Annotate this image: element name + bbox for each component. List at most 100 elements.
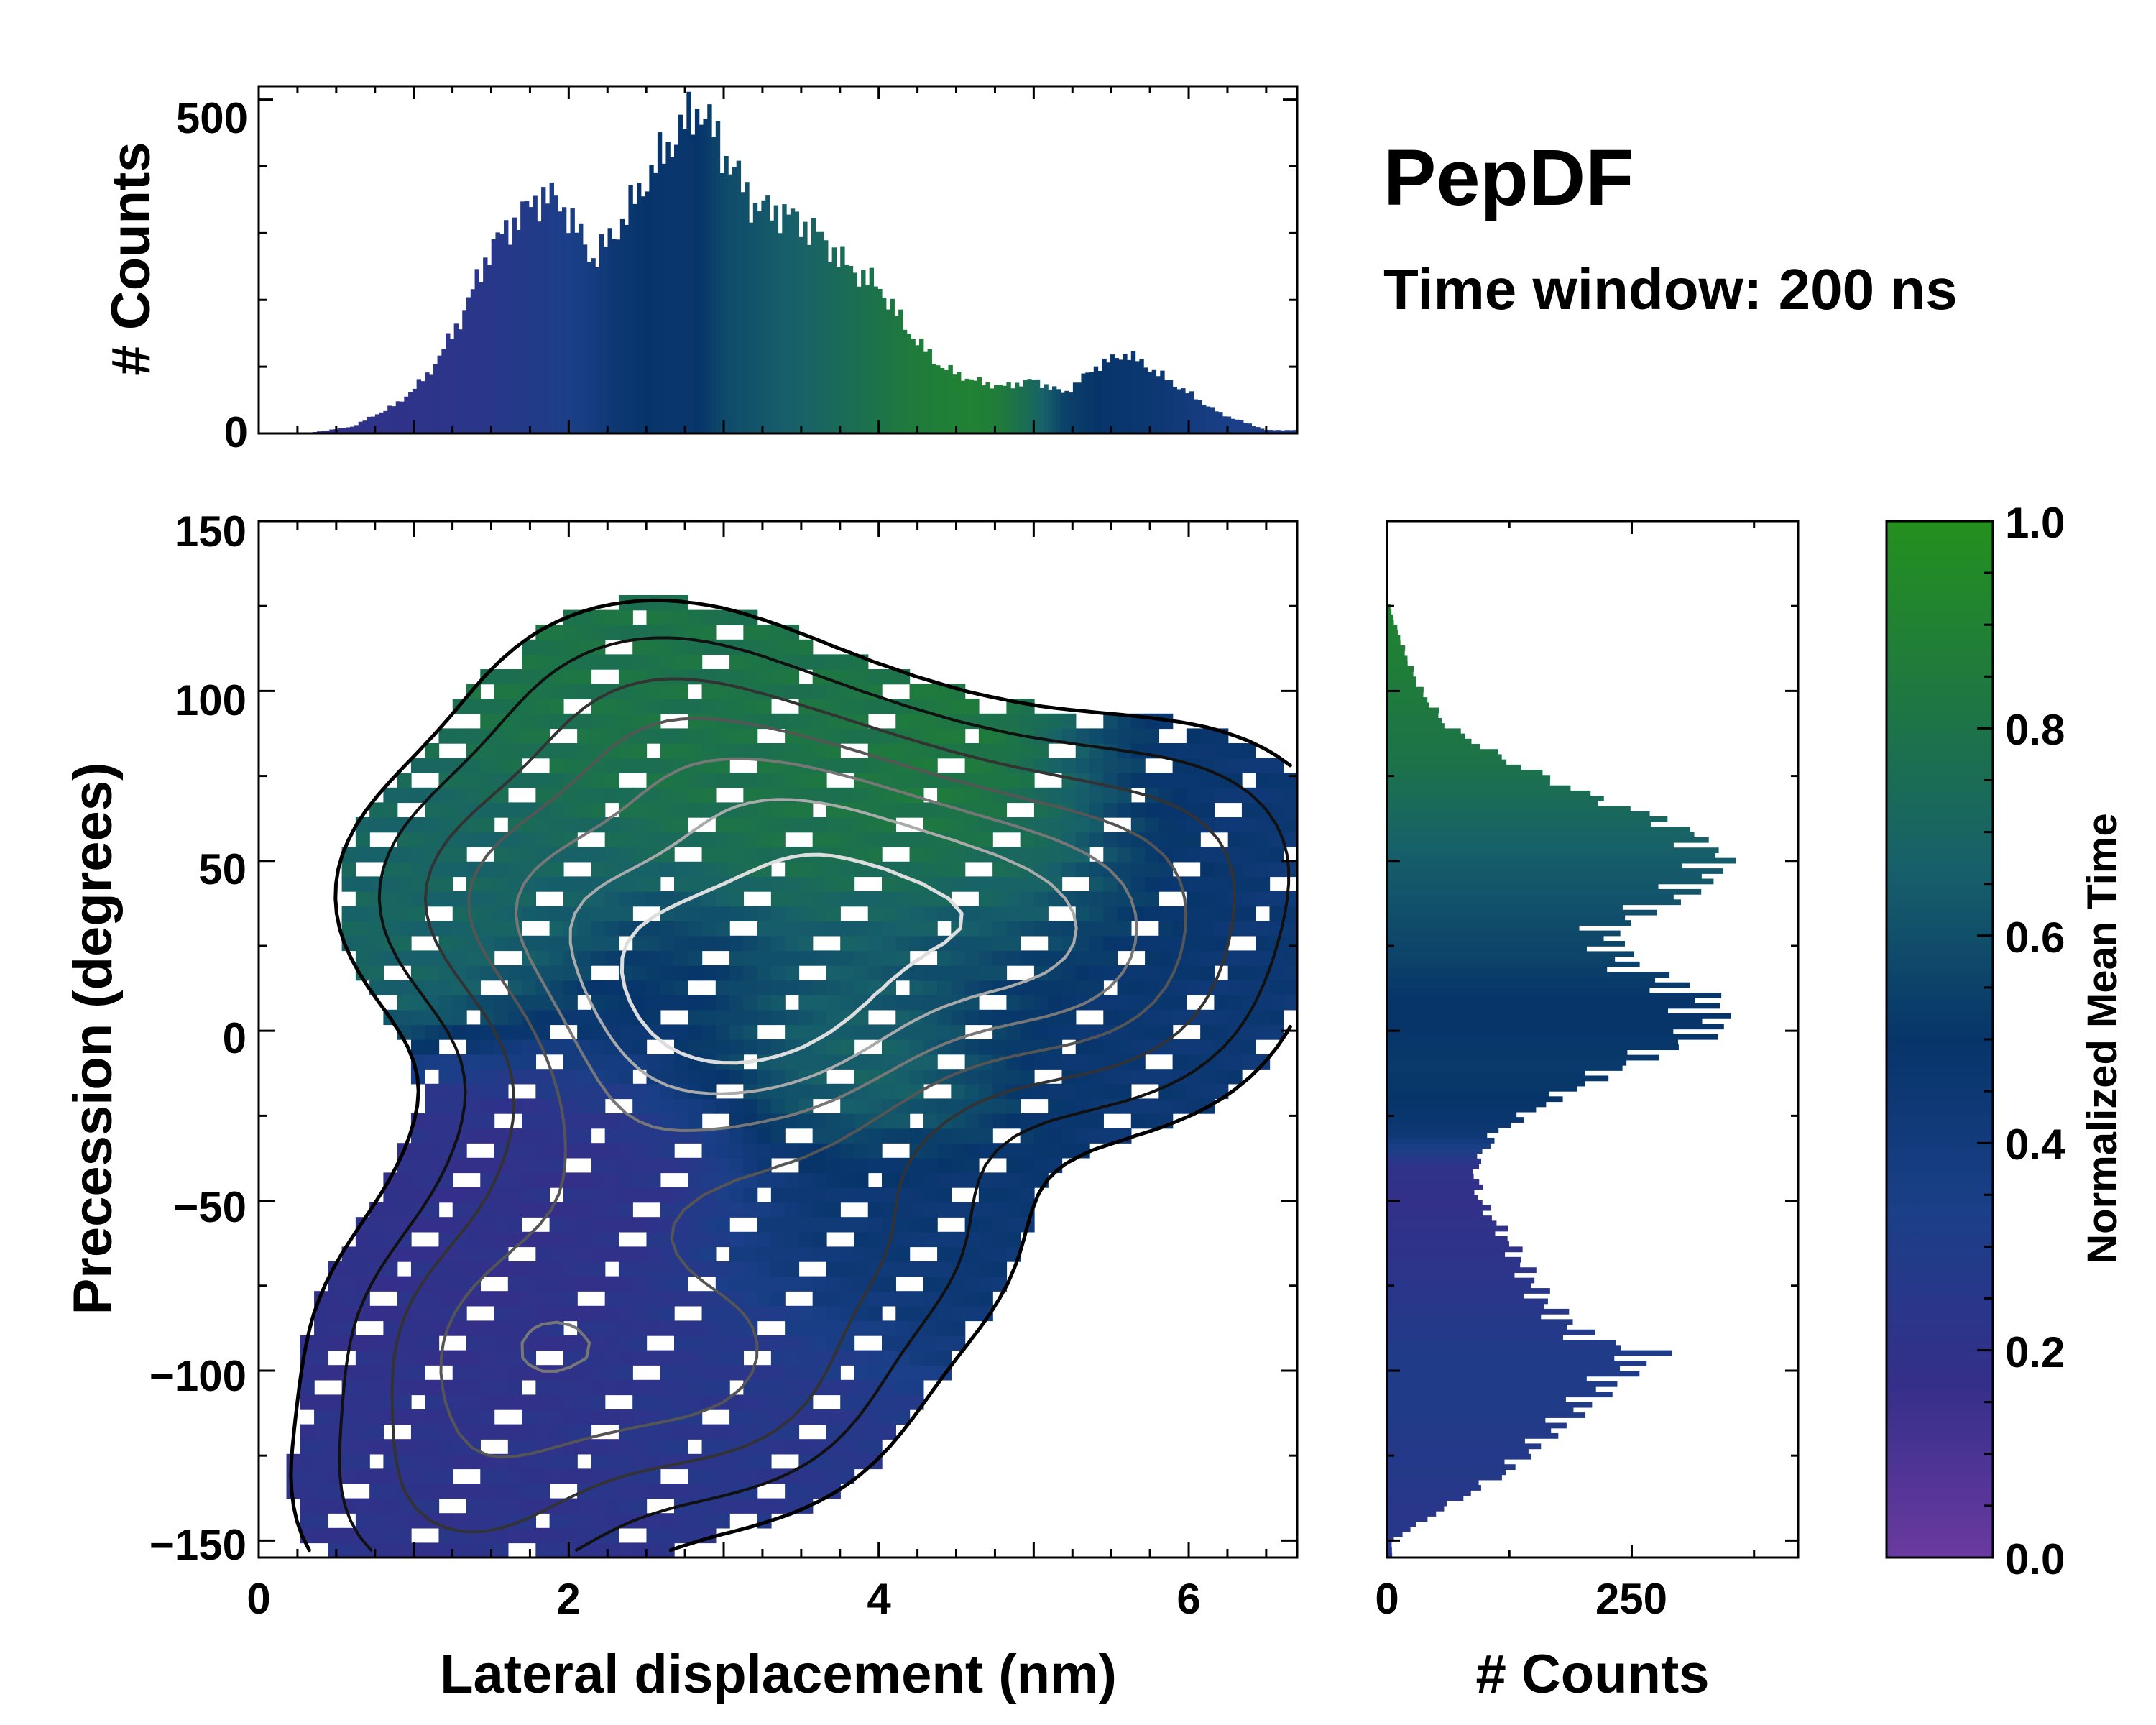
heatmap-cell [882, 1261, 896, 1277]
top-histogram-bar [736, 160, 742, 434]
top-histogram-bar [404, 396, 409, 433]
heatmap-cell [826, 758, 841, 773]
heatmap-cell [383, 802, 398, 818]
heatmap-cell [1089, 1128, 1104, 1144]
top-histogram-bar [595, 267, 600, 433]
heatmap-cell [992, 1187, 1008, 1203]
heatmap-cell [826, 1424, 841, 1440]
heatmap-cell [355, 950, 370, 966]
top-histogram-bar [516, 229, 521, 433]
heatmap-cell [854, 965, 869, 981]
x-axis-label: Lateral displacement (nm) [440, 1644, 1117, 1705]
heatmap-cell [1186, 773, 1201, 788]
top-histogram-bar [579, 223, 584, 433]
heatmap-cell [715, 699, 730, 714]
heatmap-cell [591, 921, 606, 937]
heatmap-cell [812, 1113, 827, 1129]
heatmap-cell [701, 1202, 717, 1218]
heatmap-cell [300, 1453, 315, 1470]
heatmap-cell [563, 1305, 578, 1322]
heatmap-cell [743, 743, 758, 759]
heatmap-cell [1103, 728, 1118, 744]
heatmap-cell [591, 728, 606, 744]
heatmap-cell [563, 625, 578, 640]
heatmap-cell [1075, 1113, 1090, 1129]
heatmap-cell [1269, 1009, 1284, 1026]
heatmap-cell [1006, 1172, 1021, 1188]
heatmap-cell [1256, 817, 1271, 833]
heatmap-cell [937, 1202, 952, 1218]
heatmap-cell [923, 817, 938, 833]
heatmap-cell [1214, 980, 1229, 995]
right-histogram-bar [1387, 1070, 1585, 1077]
heatmap-cell [1241, 817, 1256, 833]
heatmap-cell [757, 1217, 772, 1233]
heatmap-cell [1075, 728, 1090, 744]
heatmap-cell [328, 1424, 343, 1440]
heatmap-cell [632, 995, 648, 1011]
right-histogram-bar [1387, 993, 1722, 998]
heatmap-cell [535, 669, 550, 685]
top-histogram-bar [715, 121, 721, 433]
top-histogram-bar [1023, 380, 1028, 433]
heatmap-cell [826, 1468, 841, 1484]
heatmap-cell [826, 1009, 841, 1026]
heatmap-cell [425, 832, 440, 847]
heatmap-cell [604, 921, 619, 937]
heatmap-cell [452, 1157, 467, 1174]
heatmap-cell [1186, 787, 1201, 804]
heatmap-cell [674, 1054, 688, 1070]
heatmap-cell [328, 1320, 343, 1336]
heatmap-cell [978, 1202, 993, 1218]
heatmap-cell [867, 758, 883, 773]
heatmap-cell [1145, 876, 1160, 892]
heatmap-cell [812, 1187, 827, 1203]
heatmap-cell [480, 699, 495, 714]
heatmap-cell [1061, 758, 1077, 773]
heatmap-cell [1103, 921, 1118, 937]
heatmap-cell [770, 891, 786, 907]
heatmap-cell [1241, 965, 1256, 981]
heatmap-cell [660, 1424, 675, 1440]
right-histogram-bar [1387, 998, 1695, 1004]
heatmap-cell [1048, 935, 1063, 952]
heatmap-cell [1006, 1157, 1021, 1174]
heatmap-cell [1158, 817, 1174, 833]
heatmap-cell [425, 1202, 440, 1218]
heatmap-cell [1145, 980, 1160, 995]
heatmap-cell [480, 1394, 495, 1410]
heatmap-cell [757, 832, 772, 847]
top-histogram-bar [686, 91, 691, 434]
heatmap-cell [563, 1453, 578, 1470]
top-histogram-bar [885, 309, 891, 433]
heatmap-cell [646, 1291, 661, 1307]
contour-line [514, 757, 1138, 1373]
heatmap-cell [632, 1143, 648, 1159]
top-histogram-bar [1259, 428, 1265, 433]
heatmap-cell [1200, 773, 1215, 788]
heatmap-cell [369, 891, 384, 907]
right-histogram-bar [1387, 842, 1674, 848]
heatmap-cell [563, 876, 578, 892]
heatmap-cell [909, 1261, 924, 1277]
top-histogram-bar [1202, 405, 1207, 433]
heatmap-cell [646, 610, 661, 625]
heatmap-cell [743, 1157, 758, 1174]
heatmap-cell [798, 743, 814, 759]
heatmap-cell [632, 1024, 648, 1040]
heatmap-cell [591, 787, 606, 804]
heatmap-cell [1048, 1083, 1063, 1100]
heatmap-cell [604, 1350, 619, 1366]
heatmap-cell [1200, 817, 1215, 833]
heatmap-cell [535, 699, 550, 714]
heatmap-cell [577, 1098, 592, 1114]
right-histogram-bar [1387, 1298, 1548, 1305]
heatmap-cell [1020, 1054, 1035, 1070]
heatmap-cell [715, 965, 730, 981]
top-histogram-frame [257, 85, 1299, 435]
heatmap-cell [785, 743, 800, 759]
heatmap-cell [1256, 1009, 1271, 1026]
heatmap-cell [895, 921, 911, 937]
heatmap-cell [660, 625, 675, 640]
right-histogram-bar [1387, 691, 1424, 698]
